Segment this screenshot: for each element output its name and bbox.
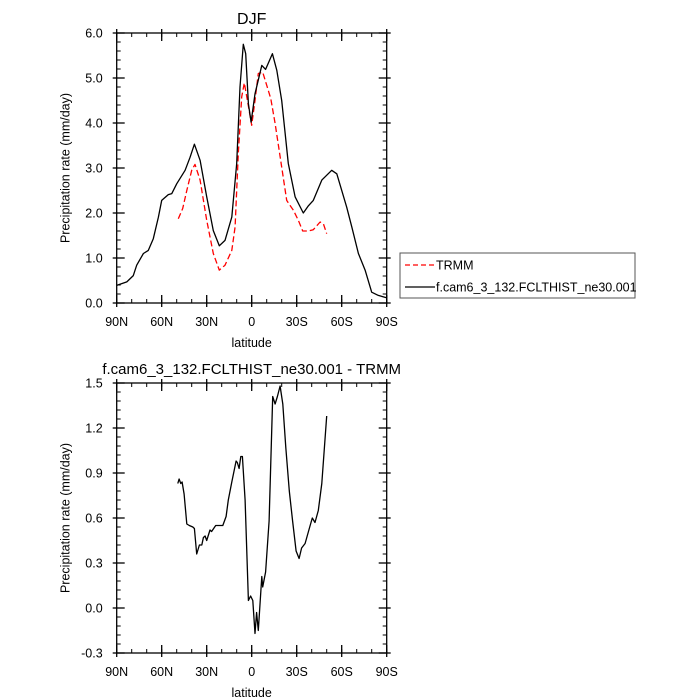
x-axis-label: latitude (232, 336, 272, 350)
x-tick-label: 0 (248, 315, 255, 329)
legend: TRMM f.cam6_3_132.FCLTHIST_ne30.001 (399, 252, 637, 299)
y-tick-label: 5.0 (85, 72, 102, 86)
x-axis-label: latitude (232, 686, 272, 700)
x-tick-label: 30S (286, 665, 308, 679)
y-tick-label: 1.0 (85, 252, 102, 266)
y-tick-label: 0.9 (85, 467, 102, 481)
x-tick-label: 30N (195, 315, 218, 329)
x-tick-label: 90N (105, 315, 128, 329)
bottom-panel-difference: f.cam6_3_132.FCLTHIST_ne30.001 - TRMM 90N… (59, 361, 401, 700)
y-tick-label: 0.3 (85, 557, 102, 571)
series-line-difference (177, 385, 328, 635)
y-tick-label: 2.0 (85, 207, 102, 221)
y-tick-label: 3.0 (85, 162, 102, 176)
legend-box (399, 252, 636, 299)
top-panel-djf: DJF 90N 60N 30N 0 30S 60S 90S 0.0 1.0 2.0 3.0 4.0 5.0… (59, 11, 637, 350)
chart-title: f.cam6_3_132.FCLTHIST_ne30.001 - TRMM (102, 361, 401, 378)
x-tick-label: 60N (150, 665, 173, 679)
y-tick-label: 0.0 (85, 297, 102, 311)
x-tick-label: 30N (195, 665, 218, 679)
x-tick-label: 60S (331, 315, 353, 329)
x-tick-label: 0 (248, 665, 255, 679)
y-axis-label: Precipitation rate (mm/day) (59, 93, 73, 243)
series-line-trmm (177, 71, 328, 271)
y-tick-label: 0.6 (85, 512, 102, 526)
y-tick-label: -0.3 (81, 647, 103, 661)
y-tick-label: 1.5 (85, 377, 102, 391)
legend-label-trmm: TRMM (436, 259, 474, 273)
chart-title: DJF (237, 11, 267, 28)
x-tick-label: 60S (331, 665, 353, 679)
y-tick-label: 1.2 (85, 422, 102, 436)
x-tick-label: 30S (286, 315, 308, 329)
legend-label-model: f.cam6_3_132.FCLTHIST_ne30.001 (436, 281, 637, 295)
plot-frame (116, 382, 388, 654)
series-line-model (116, 43, 387, 299)
x-tick-label: 90N (105, 665, 128, 679)
x-tick-label: 60N (150, 315, 173, 329)
plot-frame (116, 32, 388, 304)
x-tick-label: 90S (376, 315, 398, 329)
y-tick-label: 0.0 (85, 602, 102, 616)
y-tick-label: 4.0 (85, 117, 102, 131)
y-tick-label: 6.0 (85, 27, 102, 41)
x-tick-label: 90S (376, 665, 398, 679)
y-axis-label: Precipitation rate (mm/day) (59, 443, 73, 593)
